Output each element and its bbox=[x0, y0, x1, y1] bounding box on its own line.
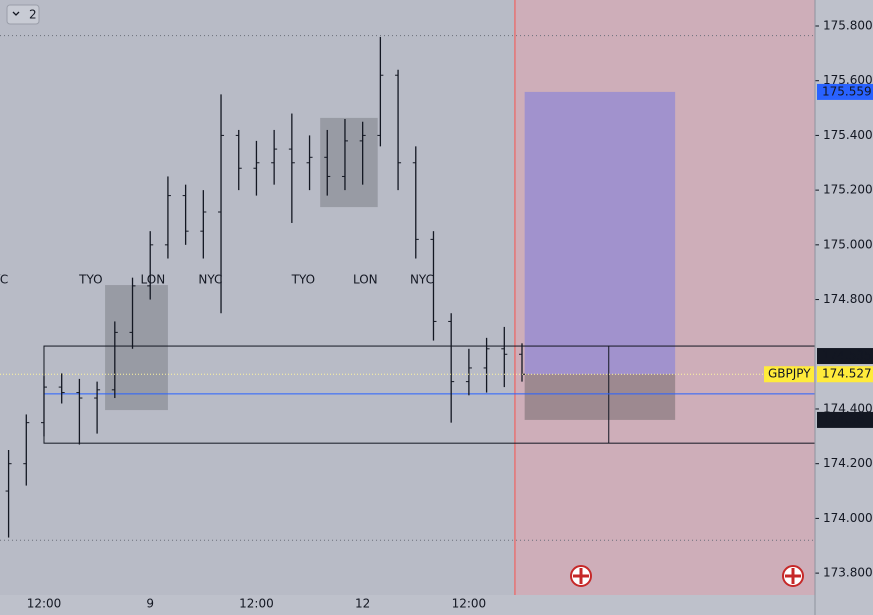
y-tick-label: 174.800 bbox=[823, 292, 873, 306]
price-label: 174.36 bbox=[822, 412, 864, 426]
price-axis bbox=[815, 0, 873, 615]
flag-icon bbox=[782, 565, 804, 587]
price-label: 174.527 bbox=[822, 367, 872, 381]
stop-zone bbox=[524, 374, 676, 420]
y-tick-label: 174.200 bbox=[823, 456, 873, 470]
price-label: 174.535 bbox=[822, 349, 872, 363]
session-box bbox=[320, 117, 378, 208]
price-label-bg bbox=[817, 83, 873, 100]
y-tick-label: 175.400 bbox=[823, 128, 873, 142]
price-label-bg bbox=[817, 411, 873, 428]
price-label-bg bbox=[817, 366, 873, 383]
y-tick-label: 175.600 bbox=[823, 73, 873, 87]
session-label: LON bbox=[353, 273, 378, 287]
target-zone bbox=[524, 91, 676, 375]
price-label: 175.559 bbox=[822, 84, 872, 98]
price-label-bg bbox=[817, 348, 873, 365]
flag-icon bbox=[570, 565, 592, 587]
y-tick-label: 173.800 bbox=[823, 566, 873, 580]
session-label: NYC bbox=[0, 273, 8, 287]
session-label: NYC bbox=[198, 273, 222, 287]
x-tick-label: 12:00 bbox=[239, 597, 274, 611]
x-tick-label: 9 bbox=[146, 597, 154, 611]
session-box bbox=[105, 285, 168, 411]
x-tick-label: 12 bbox=[355, 597, 370, 611]
time-axis bbox=[0, 595, 815, 615]
y-tick-label: 174.000 bbox=[823, 511, 873, 525]
session-label: NYC bbox=[410, 273, 434, 287]
session-label: TYO bbox=[78, 273, 102, 287]
y-tick-label: 175.000 bbox=[823, 237, 873, 251]
collapse-button[interactable] bbox=[6, 4, 40, 25]
y-tick-label: 175.200 bbox=[823, 183, 873, 197]
symbol-label: GBPJPY bbox=[768, 367, 811, 381]
chevron-icon bbox=[12, 11, 20, 16]
x-tick-label: 12:00 bbox=[452, 597, 487, 611]
session-label: LON bbox=[141, 273, 166, 287]
session-label: TYO bbox=[291, 273, 315, 287]
x-tick-label: 12:00 bbox=[27, 597, 62, 611]
y-tick-label: 175.800 bbox=[823, 18, 873, 32]
symbol-label-bg bbox=[764, 366, 814, 383]
badge-count: 2 bbox=[29, 8, 37, 22]
